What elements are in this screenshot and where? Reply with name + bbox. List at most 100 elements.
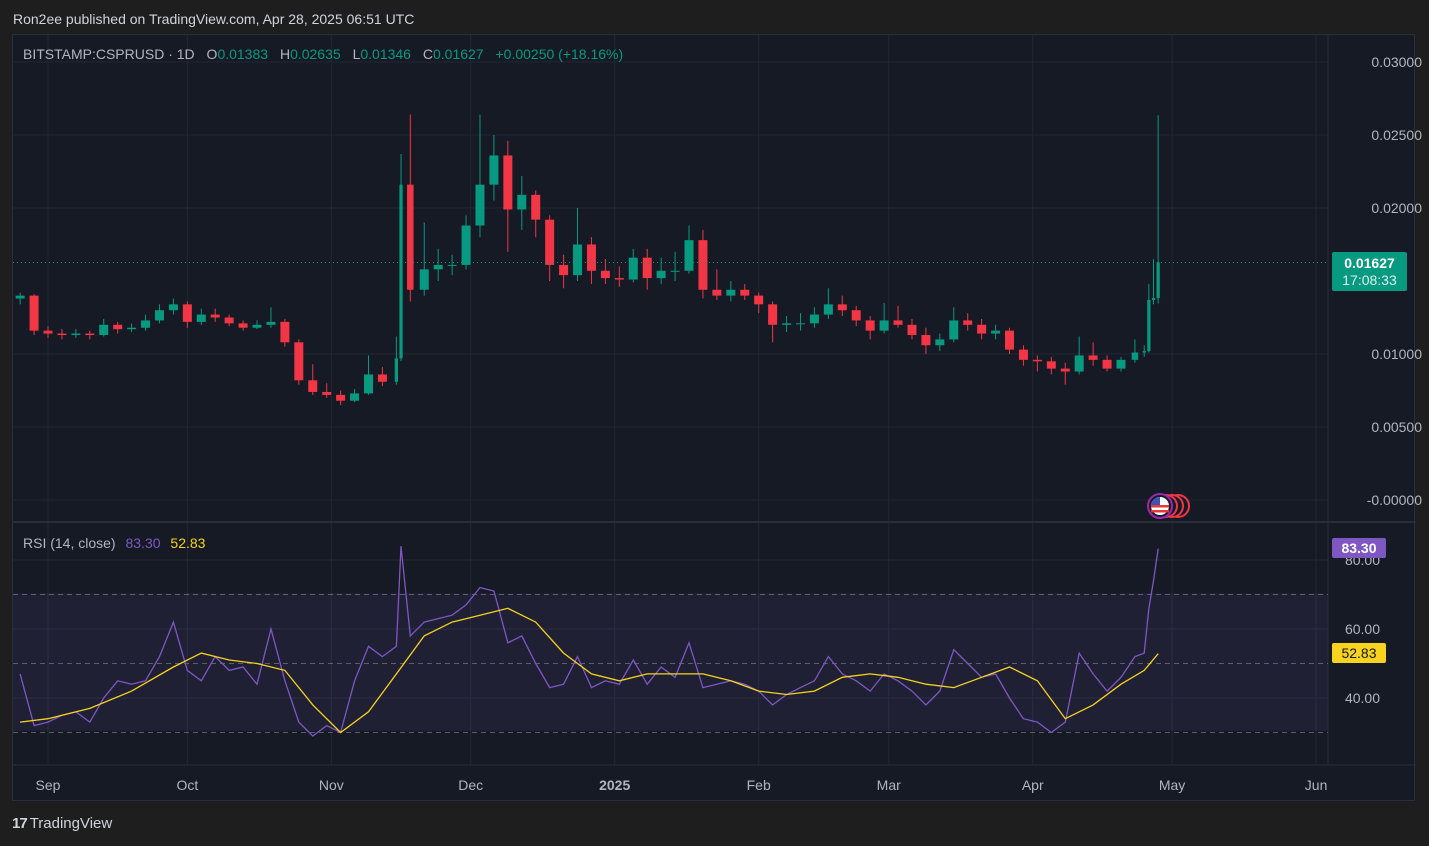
candle <box>642 248 652 290</box>
last-price: 0.01627 <box>1344 255 1395 271</box>
candle-body <box>1102 359 1112 369</box>
candle <box>740 283 750 300</box>
candle-body <box>517 194 527 210</box>
candle <box>433 248 443 281</box>
rsi-value-tag: 83.30 <box>1332 538 1386 558</box>
candle-body <box>1074 355 1084 372</box>
candle-body <box>447 264 457 266</box>
candle-body <box>712 289 722 296</box>
open-label: O <box>206 46 218 62</box>
candle <box>1046 356 1056 375</box>
candle <box>43 326 53 338</box>
candle-body <box>15 295 25 299</box>
time-tick-label: Apr <box>1022 777 1044 793</box>
candle-body <box>29 295 39 331</box>
candle <box>407 114 414 302</box>
candle <box>656 257 666 284</box>
candle-body <box>407 184 414 290</box>
us-flag-economic-event-icon <box>1147 493 1190 519</box>
candle-body <box>809 314 819 324</box>
tradingview-brand[interactable]: 17 TradingView <box>12 815 112 832</box>
tradingview-logo-icon: 17 <box>12 815 28 832</box>
time-tick-label: May <box>1159 777 1185 793</box>
rsi-legend: RSI (14, close) 83.30 52.83 <box>23 535 205 551</box>
rsi-ma-value: 52.83 <box>170 535 206 551</box>
candle <box>754 292 764 314</box>
close-label: C <box>422 46 433 62</box>
candle-body <box>461 225 471 265</box>
candle-body <box>57 333 67 336</box>
candle <box>394 336 399 385</box>
candle <box>447 254 457 276</box>
candle <box>517 175 527 230</box>
candle-body <box>893 320 903 325</box>
candle <box>336 390 346 406</box>
candle <box>1147 283 1151 353</box>
rsi-title[interactable]: RSI (14, close) <box>23 535 116 551</box>
candle <box>726 281 736 302</box>
candle <box>15 292 25 305</box>
candle-body <box>85 333 95 336</box>
candle-body <box>823 304 833 315</box>
time-tick-label: Dec <box>458 777 483 793</box>
published-caption: Ron2ee published on TradingView.com, Apr… <box>13 11 415 27</box>
candle-body <box>865 320 875 331</box>
candle <box>29 294 39 336</box>
rsi-ma-value-tag: 52.83 <box>1332 643 1386 663</box>
time-tick-label: Jun <box>1305 777 1328 793</box>
candle-body <box>43 330 53 334</box>
candle-body <box>1060 368 1070 372</box>
candle <box>795 313 805 331</box>
candle <box>1131 339 1139 363</box>
candle-body <box>586 244 596 271</box>
rsi-based-ma-line <box>20 607 1159 734</box>
candle-body <box>1046 361 1056 369</box>
candle <box>614 266 624 287</box>
candle-body <box>168 304 178 311</box>
candle <box>127 323 137 333</box>
candle <box>837 295 847 317</box>
candle <box>782 316 792 333</box>
candle <box>399 153 403 362</box>
candle-body <box>503 155 513 210</box>
candle <box>308 364 318 395</box>
price-tick-label: 0.00500 <box>1371 419 1422 435</box>
candle-body <box>210 314 220 318</box>
candle-body <box>656 270 666 279</box>
candle <box>935 333 945 352</box>
candle <box>851 305 861 327</box>
candle-body <box>1005 330 1015 350</box>
candle <box>559 254 569 289</box>
candle <box>475 114 485 238</box>
candle-body <box>350 393 360 401</box>
rsi-band-fill <box>13 593 1328 731</box>
candle-body <box>768 304 778 325</box>
price-tick-label: 0.01000 <box>1371 346 1422 362</box>
candle-body <box>224 317 234 324</box>
candle-body <box>754 295 764 305</box>
candle-body <box>837 304 847 311</box>
close-value: 0.01627 <box>432 46 484 62</box>
high-label: H <box>279 46 291 62</box>
candle-body <box>1131 352 1139 360</box>
candle <box>322 383 332 398</box>
chart-frame[interactable] <box>12 34 1415 801</box>
candle <box>238 320 248 331</box>
candle <box>461 215 471 270</box>
candle <box>893 305 903 328</box>
candle <box>573 208 583 281</box>
price-tick-label: -0.00000 <box>1367 492 1422 508</box>
candle-body <box>196 314 206 322</box>
candle <box>99 318 109 337</box>
candle <box>1142 345 1146 357</box>
candle <box>586 237 596 284</box>
candle-body <box>684 240 694 271</box>
candle <box>1018 345 1028 366</box>
change-value: +0.00250 (+18.16%) <box>495 46 624 62</box>
candle <box>503 140 513 252</box>
candle <box>809 307 819 328</box>
symbol-label[interactable]: BITSTAMP:CSPRUSD · 1D <box>23 46 195 62</box>
candle <box>168 298 178 315</box>
candle <box>1032 355 1042 372</box>
